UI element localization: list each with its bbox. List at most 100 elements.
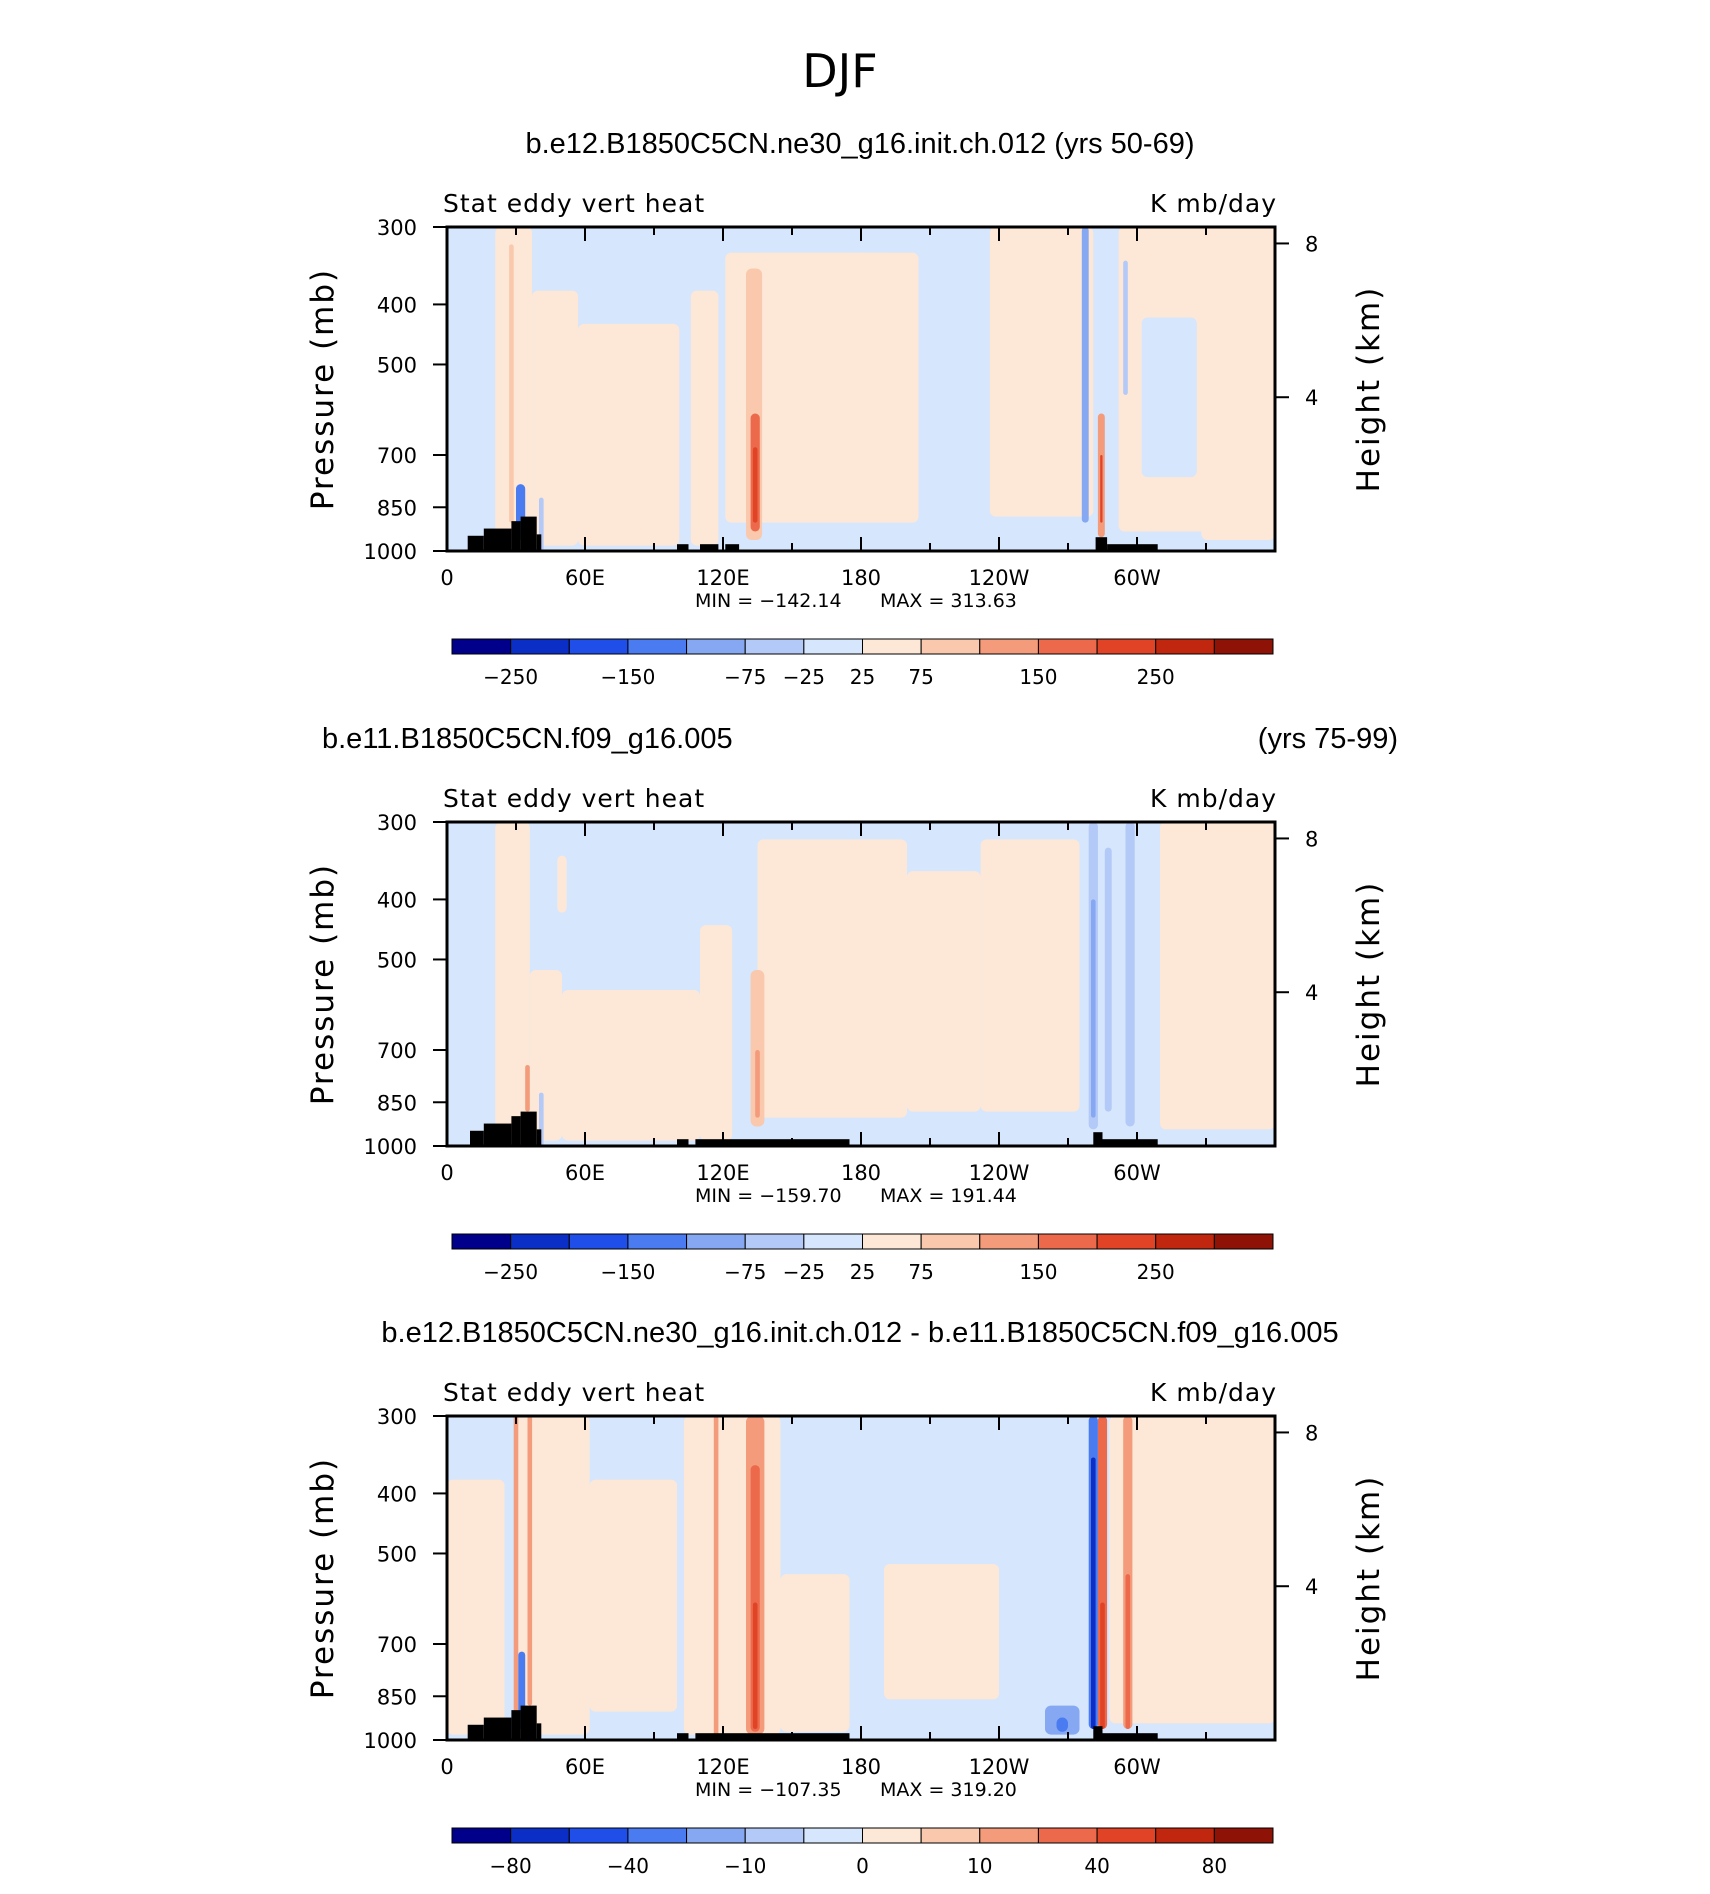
colorbar-label: 250 xyxy=(1137,1260,1175,1284)
y-tick-label: 700 xyxy=(377,444,417,468)
colorbar-label: −250 xyxy=(483,665,538,689)
contour-region xyxy=(750,970,765,1127)
colorbar-bin xyxy=(627,638,688,655)
colorbar-bin xyxy=(803,1233,863,1250)
colorbar-bin xyxy=(1096,1827,1157,1844)
contour-region xyxy=(509,244,514,523)
y-tick-label: 700 xyxy=(377,1039,417,1063)
contour-region xyxy=(447,1479,505,1735)
contour-region xyxy=(884,1564,999,1700)
colorbar-bin xyxy=(510,1827,570,1844)
contour-region xyxy=(980,839,1080,1112)
topography-mask xyxy=(695,1733,850,1740)
topography-mask xyxy=(1102,1733,1158,1740)
contour-region xyxy=(1100,455,1103,523)
colorbar-bin xyxy=(744,638,805,655)
units-label: K mb/day xyxy=(1150,784,1277,813)
topography-mask xyxy=(1093,1132,1103,1146)
x-tick-label: 180 xyxy=(841,1161,881,1185)
x-tick-label: 120W xyxy=(969,566,1030,590)
colorbar-bin xyxy=(1037,1827,1098,1844)
contour-region xyxy=(907,871,981,1112)
contour-region xyxy=(527,1416,533,1706)
x-tick-label: 120E xyxy=(696,566,749,590)
x-tick-label: 120E xyxy=(696,1755,749,1779)
contour-region xyxy=(516,1416,590,1735)
y-tick-label: 1000 xyxy=(364,1729,417,1753)
colorbar-bin xyxy=(568,1827,629,1844)
topography-mask xyxy=(677,544,689,551)
y-tick-label: 300 xyxy=(377,216,417,240)
colorbar-bin xyxy=(1213,638,1274,655)
colorbar: −250 −150 −75 −25 25 75 150 250 xyxy=(451,638,1274,689)
colorbar-label: −25 xyxy=(783,665,825,689)
topography-mask xyxy=(467,535,484,551)
colorbar-bin xyxy=(803,1827,863,1844)
contour-region xyxy=(1091,899,1096,1118)
variable-label: Stat eddy vert heat xyxy=(443,1378,705,1407)
height-axis-label: Height (km) xyxy=(1351,286,1387,493)
x-tick-label: 60W xyxy=(1113,1161,1161,1185)
colorbar-label: 75 xyxy=(908,665,933,689)
contour-region xyxy=(578,323,680,546)
contour-region xyxy=(752,447,758,523)
panel-3: b.e12.B1850C5CN.ne30_g16.init.ch.012 - b… xyxy=(305,1317,1387,1878)
colorbar-bin xyxy=(862,1827,922,1844)
topography-mask xyxy=(536,1129,542,1146)
topography-mask xyxy=(695,1139,850,1146)
min-label: MIN = −107.35 xyxy=(695,1779,842,1801)
topography-mask xyxy=(511,1710,521,1740)
colorbar-bin xyxy=(744,1827,805,1844)
topography-mask xyxy=(1095,537,1108,551)
colorbar-label: 25 xyxy=(850,1260,875,1284)
height-tick-label: 4 xyxy=(1305,386,1318,410)
topography-mask xyxy=(536,1723,542,1740)
colorbar-bin xyxy=(979,638,1039,655)
colorbar-label: 25 xyxy=(850,665,875,689)
colorbar-bin xyxy=(1155,1827,1215,1844)
contour-region xyxy=(525,1064,530,1112)
contour-region xyxy=(752,1602,758,1730)
colorbar-bin xyxy=(1213,1827,1274,1844)
contour-region xyxy=(529,970,562,1141)
colorbar-bin xyxy=(979,1233,1039,1250)
colorbar-bin xyxy=(451,638,512,655)
colorbar-label: −10 xyxy=(724,1854,766,1878)
x-tick-label: 0 xyxy=(440,1161,453,1185)
contour-region xyxy=(1160,822,1275,1130)
contour-region xyxy=(1100,1602,1105,1730)
x-tick-label: 120W xyxy=(969,1755,1030,1779)
contour-region xyxy=(1141,317,1197,478)
contour-region xyxy=(725,252,919,523)
topography-mask xyxy=(677,1139,689,1146)
x-tick-label: 180 xyxy=(841,566,881,590)
colorbar-bin xyxy=(1096,638,1157,655)
height-axis-label: Height (km) xyxy=(1351,1475,1387,1682)
colorbar-bin xyxy=(1037,638,1098,655)
max-label: MAX = 319.20 xyxy=(880,1779,1017,1801)
x-tick-label: 0 xyxy=(440,566,453,590)
x-tick-label: 60E xyxy=(565,1161,605,1185)
max-label: MAX = 313.63 xyxy=(880,590,1017,612)
topography-mask xyxy=(467,1724,484,1740)
x-tick-label: 120E xyxy=(696,1161,749,1185)
topography-mask xyxy=(520,516,537,551)
contour-region xyxy=(532,290,579,546)
y-tick-label: 500 xyxy=(377,1542,417,1566)
min-label: MIN = −142.14 xyxy=(695,590,842,612)
colorbar-bin xyxy=(920,638,981,655)
contour-region xyxy=(700,925,733,1141)
y-axis-label: Pressure (mb) xyxy=(305,268,341,510)
contour-region xyxy=(1123,260,1128,395)
colorbar-bin xyxy=(627,1827,688,1844)
y-tick-label: 1000 xyxy=(364,540,417,564)
colorbar-bin xyxy=(627,1233,688,1250)
panel-title: b.e12.B1850C5CN.ne30_g16.init.ch.012 (yr… xyxy=(525,128,1194,160)
contour-region xyxy=(713,1416,719,1740)
colorbar-bin xyxy=(686,1827,746,1844)
contour-region xyxy=(562,989,700,1141)
colorbar-bin xyxy=(510,1233,570,1250)
max-label: MAX = 191.44 xyxy=(880,1185,1017,1207)
panels: b.e12.B1850C5CN.ne30_g16.init.ch.012 (yr… xyxy=(305,128,1398,1878)
